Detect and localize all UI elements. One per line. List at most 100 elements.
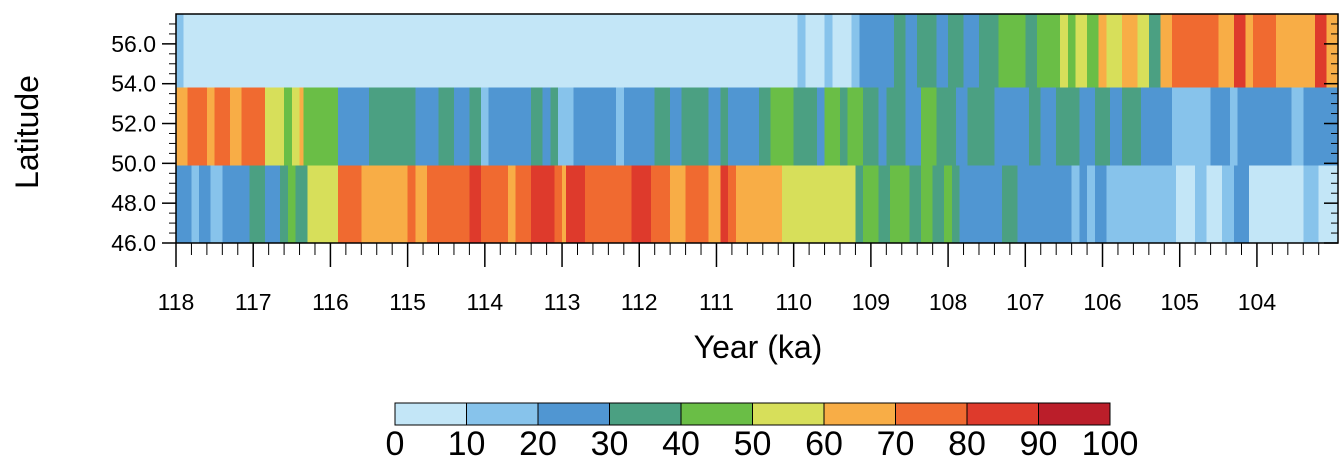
heatmap-cell — [573, 87, 617, 166]
heatmap-cell — [1002, 165, 1018, 243]
x-axis-title: Year (ka) — [694, 329, 823, 365]
heatmap-cell — [998, 14, 1026, 88]
heatmap-cell — [793, 87, 818, 166]
heatmap-cell — [1017, 165, 1038, 243]
heatmap-cell — [824, 14, 833, 88]
heatmap-cell — [1079, 165, 1088, 243]
heatmap-cell — [1172, 14, 1192, 88]
x-tick-label: 105 — [1161, 289, 1199, 315]
colorbar-swatch — [680, 402, 753, 426]
heatmap-cell — [480, 87, 490, 166]
x-tick-label: 118 — [158, 289, 195, 315]
heatmap-cell — [307, 165, 339, 243]
heatmap-cell — [1110, 87, 1123, 166]
heatmap-cell — [863, 87, 880, 166]
heatmap-cell — [1060, 14, 1069, 88]
heatmap-cell — [878, 87, 887, 166]
x-tick-label: 113 — [544, 289, 581, 315]
heatmap-cell — [851, 14, 860, 88]
x-tick-label: 106 — [1083, 289, 1121, 315]
colorbar-label: 40 — [662, 425, 700, 462]
y-axis-ticks: 46.0 48.0 50.0 52.0 54.0 56.0 — [111, 23, 1338, 256]
heatmap-cell — [797, 14, 806, 88]
heatmap-cell — [314, 87, 339, 166]
heatmap-cell — [639, 87, 656, 166]
heatmap-cell — [1071, 165, 1080, 243]
heatmap-cell — [909, 165, 922, 243]
heatmap-cell — [415, 165, 428, 243]
heatmap-cell — [816, 87, 825, 166]
heatmap-cell — [249, 165, 266, 243]
heatmap-cell — [1087, 165, 1096, 243]
heatmap-cell — [1121, 87, 1142, 166]
heatmap-cell — [782, 165, 806, 243]
colorbar-swatch — [752, 402, 825, 426]
heatmap-cell — [299, 87, 304, 166]
colorbar-swatch — [895, 402, 968, 426]
heatmap-cell — [681, 87, 710, 166]
heatmap-cell — [1318, 165, 1339, 243]
heatmap-cell — [994, 87, 1015, 166]
heatmap-cell — [1276, 14, 1316, 88]
heatmap-cell — [1191, 14, 1219, 88]
x-tick-label: 108 — [929, 289, 967, 315]
heatmap-cell — [1218, 14, 1235, 88]
heatmap-cell — [720, 165, 729, 243]
heatmap-cell — [1029, 87, 1042, 166]
colorbar-label: 0 — [386, 425, 405, 462]
heatmap-cell — [295, 165, 308, 243]
heatmap-cell — [1291, 87, 1304, 166]
colorbar-swatch — [466, 402, 539, 426]
y-axis-title: Latitude — [9, 75, 45, 189]
heatmap-cells — [176, 14, 1339, 243]
heatmap-cell — [264, 87, 285, 166]
heatmap-cell — [1233, 14, 1246, 88]
heatmap-cell — [369, 165, 409, 243]
heatmap-cell — [650, 165, 671, 243]
heatmap-cell — [453, 87, 470, 166]
heatmap-cell — [191, 165, 200, 243]
colorbar-label: 50 — [734, 425, 772, 462]
colorbar-label: 30 — [591, 425, 629, 462]
heatmap-cell — [1013, 87, 1030, 166]
heatmap-cell — [1148, 14, 1161, 88]
heatmap-cell — [222, 165, 250, 243]
heatmap-cell — [1172, 87, 1212, 166]
heatmap-cell — [206, 87, 216, 166]
heatmap-cell — [670, 165, 686, 243]
heatmap-cell — [905, 14, 918, 88]
x-tick-label: 112 — [621, 289, 658, 315]
heatmap-cell — [1156, 165, 1177, 243]
heatmap-cell — [488, 87, 532, 166]
heatmap-cell — [1067, 14, 1076, 88]
heatmap-cell — [708, 87, 721, 166]
heatmap-cell — [921, 165, 934, 243]
x-tick-label: 117 — [235, 289, 272, 315]
heatmap-cell — [859, 14, 895, 88]
heatmap-cell — [1106, 14, 1123, 88]
x-tick-label: 104 — [1238, 289, 1277, 315]
colorbar-label: 90 — [1020, 425, 1058, 462]
heatmap-cell — [176, 14, 185, 88]
heatmap-cell — [1036, 165, 1073, 243]
heatmap-cell — [878, 165, 891, 243]
colorbar-label: 20 — [519, 425, 557, 462]
heatmap-cell — [762, 165, 783, 243]
heatmap-cell — [361, 165, 370, 243]
heatmap-cell — [1303, 165, 1320, 243]
heatmap-cell — [508, 165, 517, 243]
heatmap-cell — [886, 87, 907, 166]
heatmap-cell — [1106, 165, 1157, 243]
heatmap-cell — [1036, 14, 1061, 88]
heatmap-cell — [670, 87, 683, 166]
heatmap-cell — [1326, 14, 1339, 88]
heatmap-cell — [1137, 14, 1150, 88]
heatmap-cell — [1141, 87, 1173, 166]
heatmap-cell — [1040, 87, 1057, 166]
heatmap-cell — [438, 87, 455, 166]
x-tick-label: 111 — [699, 289, 734, 315]
x-tick-label: 114 — [467, 289, 504, 315]
heatmap-cell — [407, 165, 416, 243]
heatmap-cell — [832, 14, 852, 88]
heatmap-cell — [894, 14, 907, 88]
